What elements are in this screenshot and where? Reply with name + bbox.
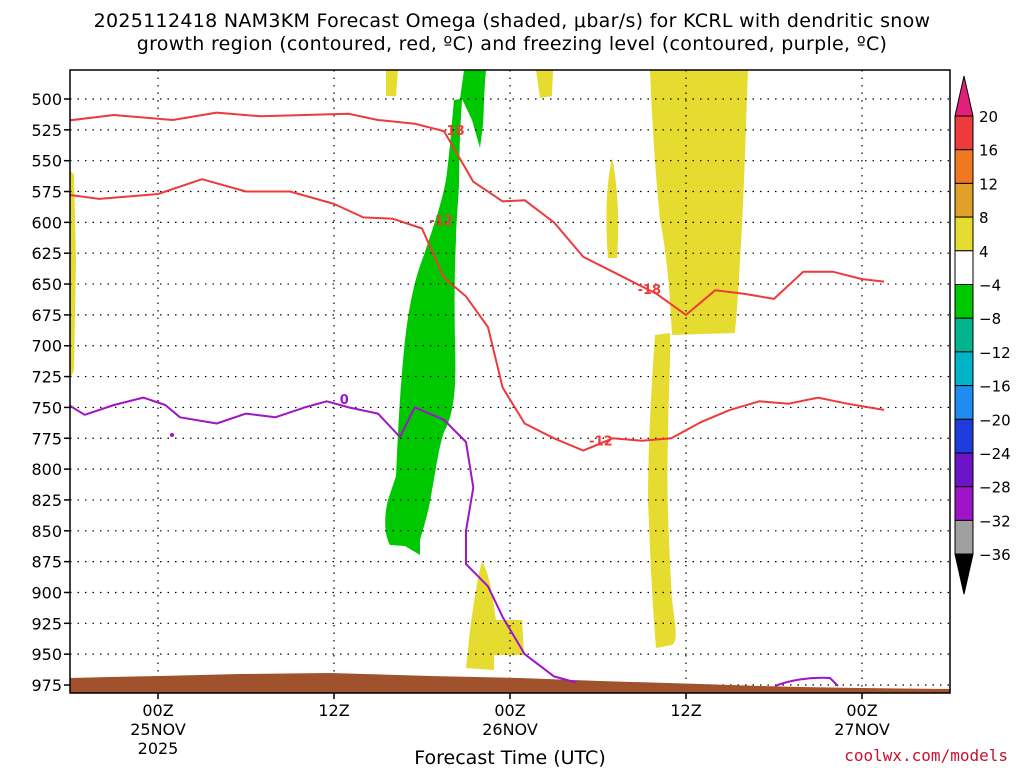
colorbar-label: 8 xyxy=(979,209,989,227)
omega-positive-region-column xyxy=(648,333,676,648)
x-tick-label: 12Z xyxy=(318,701,349,720)
plot-area: -18 -18 -12 -12 0 xyxy=(69,69,951,694)
colorbar-label: −16 xyxy=(979,378,1011,396)
contour-label: -18 xyxy=(638,283,662,298)
x-tick-date: 26NOV xyxy=(482,720,538,739)
colorbar-segment xyxy=(954,519,974,555)
colorbar-label: −4 xyxy=(979,277,1001,295)
omega-positive-region-large xyxy=(650,70,748,335)
contour-label: -12 xyxy=(429,214,453,229)
colorbar-segment xyxy=(954,149,974,184)
y-tick-label: 925 xyxy=(31,614,62,633)
colorbar-label: 16 xyxy=(979,142,998,160)
y-tick-label: 500 xyxy=(31,90,62,109)
colorbar-segment xyxy=(954,351,974,387)
x-tick-date: 27NOV xyxy=(834,720,890,739)
x-tick-label: 00Z xyxy=(494,701,525,720)
omega-positive-region-streak xyxy=(606,158,619,258)
y-tick-label: 650 xyxy=(31,275,62,294)
colorbar-segment xyxy=(954,317,974,353)
colorbar-segment xyxy=(954,452,974,488)
y-tick-label: 850 xyxy=(31,522,62,541)
omega-positive-region-low xyxy=(466,562,524,670)
contour-label: -18 xyxy=(441,124,465,139)
colorbar-label: −32 xyxy=(979,512,1011,530)
y-tick-label: 575 xyxy=(31,183,62,202)
y-tick-label: 550 xyxy=(31,152,62,171)
colorbar-segment xyxy=(954,182,974,218)
omega-positive-region-top-a xyxy=(386,70,398,96)
y-tick-label: 950 xyxy=(31,645,62,664)
y-tick-label: 600 xyxy=(31,213,62,232)
colorbar-extend-top xyxy=(954,75,974,117)
colorbar-segment xyxy=(954,115,974,151)
colorbar-label: −8 xyxy=(979,310,1001,328)
colorbar-segment xyxy=(954,385,974,420)
contour-label: -12 xyxy=(589,435,613,450)
y-tick-label: 975 xyxy=(31,676,62,695)
colorbar-label: −28 xyxy=(979,479,1011,497)
freezing-level-point xyxy=(170,433,174,437)
contour-label: 0 xyxy=(340,393,349,408)
colorbar-label: −24 xyxy=(979,445,1011,463)
colorbar-label: 20 xyxy=(979,108,998,126)
y-tick-label: 750 xyxy=(31,398,62,417)
colorbar-extend-bottom xyxy=(954,553,974,595)
colorbar-label: 12 xyxy=(979,175,998,193)
x-tick-date: 25NOV xyxy=(130,720,186,739)
contour-line-1 xyxy=(70,178,885,452)
y-tick-label: 625 xyxy=(31,244,62,263)
chart-title-line1: 2025112418 NAM3KM Forecast Omega (shaded… xyxy=(93,10,931,32)
colorbar-segment xyxy=(954,216,974,252)
omega-negative-region xyxy=(385,70,486,555)
y-tick-label: 525 xyxy=(31,121,62,140)
y-tick-label: 825 xyxy=(31,491,62,510)
contour-line-freezing-blip xyxy=(774,676,839,687)
credit-text: coolwx.com/models xyxy=(844,746,1008,765)
y-tick-label: 875 xyxy=(31,553,62,572)
x-tick-label: 12Z xyxy=(670,701,701,720)
colorbar-label: −20 xyxy=(979,411,1011,429)
terrain-surface xyxy=(70,673,950,693)
colorbar-segment xyxy=(954,284,974,319)
y-tick-label: 700 xyxy=(31,337,62,356)
y-tick-label: 775 xyxy=(31,429,62,448)
colorbar-segment xyxy=(954,250,974,286)
contour-line-2 xyxy=(70,396,577,684)
x-tick-label: 00Z xyxy=(142,701,173,720)
colorbar-label: −36 xyxy=(979,546,1011,564)
y-tick-label: 800 xyxy=(31,460,62,479)
omega-positive-region-top-b xyxy=(536,70,553,98)
x-tick-label: 00Z xyxy=(846,701,877,720)
colorbar-label: −12 xyxy=(979,344,1011,362)
y-tick-label: 900 xyxy=(31,583,62,602)
x-axis-label: Forecast Time (UTC) xyxy=(414,747,605,768)
contour-line-0 xyxy=(70,111,885,316)
colorbar: 20 16 12 8 4 −4 −8 −12 −16 −20 −24 −28 −32 −36 xyxy=(954,75,1011,595)
colorbar-segment xyxy=(954,486,974,521)
y-tick-label: 725 xyxy=(31,368,62,387)
y-tick-label: 675 xyxy=(31,306,62,325)
colorbar-segment xyxy=(954,418,974,454)
chart-title-line2: growth region (contoured, red, ºC) and f… xyxy=(136,33,888,55)
colorbar-label: 4 xyxy=(979,243,989,261)
x-tick-year: 2025 xyxy=(138,739,179,758)
